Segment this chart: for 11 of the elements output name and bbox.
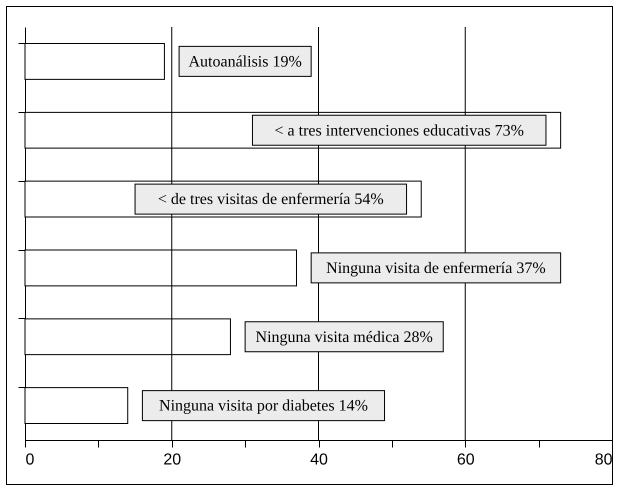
category-label: Autoanálisis 19% bbox=[188, 53, 302, 70]
x-tick-label: 40 bbox=[310, 452, 328, 468]
x-tick-label: 20 bbox=[163, 452, 182, 468]
category-label: Ninguna visita médica 28% bbox=[256, 328, 433, 346]
category-label: < a tres intervenciones educativas 73% bbox=[274, 122, 524, 140]
x-tick-label: 0 bbox=[26, 452, 34, 468]
category-label: Ninguna visita por diabetes 14% bbox=[159, 398, 368, 415]
category-label: Ninguna visita de enfermería 37% bbox=[326, 260, 546, 277]
category-label: < de tres visitas de enfermería 54% bbox=[158, 191, 384, 208]
x-tick-label: 60 bbox=[456, 452, 475, 468]
x-tick-label: 80 bbox=[594, 452, 613, 468]
